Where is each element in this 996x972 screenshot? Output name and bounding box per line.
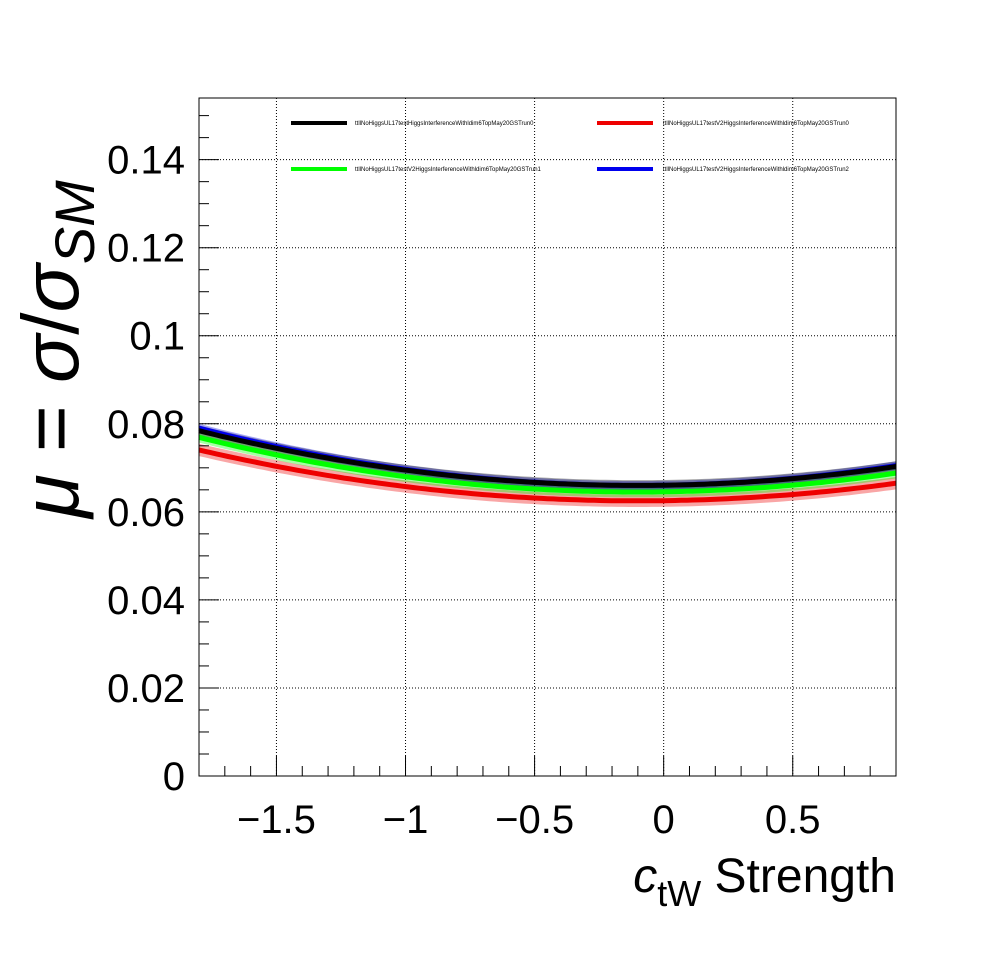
y-label-slash: /	[6, 312, 95, 335]
y-tick-label: 0.1	[129, 315, 185, 359]
x-tick-label: −1	[383, 798, 429, 842]
series-line	[198, 428, 897, 488]
series-line	[198, 447, 897, 504]
series-line	[198, 434, 897, 495]
y-label-sigma2: σ	[6, 262, 95, 313]
y-tick-label: 0.04	[107, 579, 185, 623]
x-tick-label: 0	[653, 798, 675, 842]
y-label-mu: μ	[6, 474, 95, 520]
plot-frame	[198, 97, 897, 777]
y-tick-label: 0.14	[107, 139, 185, 183]
x-label-subscript: tW	[657, 873, 701, 914]
y-tick-label: 0.12	[107, 227, 185, 271]
legend: ttllNoHiggsUL17testHiggsInterferenceWith…	[291, 121, 850, 173]
x-axis-label: ctW Strength	[633, 850, 896, 914]
y-label-subscript: SM	[43, 180, 106, 264]
x-tick-label: −1.5	[237, 798, 316, 842]
x-label-suffix: Strength	[701, 850, 896, 903]
y-tick-label: 0.06	[107, 491, 185, 535]
x-tick-label: 0.5	[765, 798, 821, 842]
grid	[199, 98, 896, 776]
y-tick-label: 0.08	[107, 403, 185, 447]
y-tick-label: 0	[163, 755, 185, 799]
y-axis-label: μ = σ/σSM	[6, 180, 106, 520]
axis-ticks	[198, 115, 897, 777]
y-label-sigma: σ	[6, 332, 95, 383]
legend-label: ttllNoHiggsUL17testV2HiggsInterferenceWi…	[663, 167, 850, 173]
legend-label: ttllNoHiggsUL17testV2HiggsInterferenceWi…	[663, 121, 850, 127]
series-lines	[198, 425, 897, 504]
y-tick-labels: 0 0.02 0.04 0.06 0.08 0.1 0.12 0.14	[107, 139, 185, 799]
x-tick-labels: −1.5 −1 −0.5 0 0.5	[237, 798, 821, 842]
x-tick-label: −0.5	[495, 798, 574, 842]
y-tick-label: 0.02	[107, 667, 185, 711]
x-label-symbol: c	[633, 850, 657, 903]
y-label-eq: =	[6, 383, 95, 474]
legend-label: ttllNoHiggsUL17testV2HiggsInterferenceWi…	[355, 167, 542, 173]
legend-label: ttllNoHiggsUL17testHiggsInterferenceWith…	[355, 121, 534, 127]
